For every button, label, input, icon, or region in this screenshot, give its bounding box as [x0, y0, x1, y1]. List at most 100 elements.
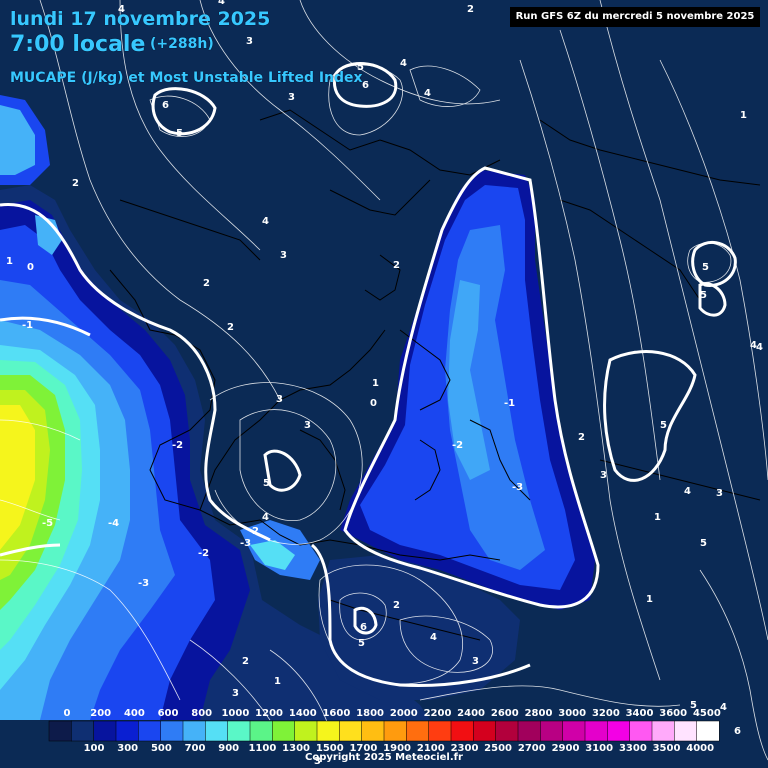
legend-swatch [361, 720, 385, 742]
legend-swatch [450, 720, 474, 742]
contour-label: 3 [314, 756, 321, 767]
contour-label: 1 [654, 512, 661, 523]
contour-label: 4 [262, 512, 269, 523]
legend-swatch [562, 720, 586, 742]
legend-swatch [93, 720, 117, 742]
legend-top-label: 2600 [491, 708, 519, 719]
legend-swatches [48, 720, 720, 742]
legend-top-labels: 0 200 400 600 800 1000 1200 1400 1600 1800 2000 220… [64, 708, 721, 719]
contour-label: -2 [198, 548, 209, 559]
contour-label: 2 [203, 278, 210, 289]
contour-label: 6 [360, 622, 367, 633]
legend-top-label: 2800 [525, 708, 553, 719]
legend-swatch [71, 720, 95, 742]
forecast-date: lundi 17 novembre 2025 [10, 8, 271, 30]
contour-label: 3 [288, 92, 295, 103]
legend-swatch [182, 720, 206, 742]
legend-top-label: 2200 [424, 708, 452, 719]
contour-label: 2 [227, 322, 234, 333]
contour-label: 0 [27, 262, 34, 273]
contour-label: -5 [42, 518, 53, 529]
legend-bottom-label: 300 [117, 743, 138, 754]
legend-swatch [205, 720, 229, 742]
model-run-label: Run GFS 6Z du mercredi 5 novembre 2025 [510, 7, 760, 27]
legend-bottom-label: 2500 [484, 743, 512, 754]
contour-label: 3 [280, 250, 287, 261]
contour-label: -4 [108, 518, 119, 529]
contour-label: 1 [740, 110, 747, 121]
legend-swatch [316, 720, 340, 742]
contour-label: 4 [118, 4, 125, 15]
legend-swatch [383, 720, 407, 742]
legend-swatch [294, 720, 318, 742]
contour-label: 5 [700, 290, 707, 301]
legend-top-label: 2000 [390, 708, 418, 719]
contour-label: 0 [370, 398, 377, 409]
legend-bottom-label: 2900 [552, 743, 580, 754]
contour-label: -3 [512, 482, 523, 493]
contour-label: 5 [357, 62, 364, 73]
contour-label: -2 [452, 440, 463, 451]
contour-label: 5 [702, 262, 709, 273]
contour-label: 6 [162, 100, 169, 111]
legend-swatch [48, 720, 72, 742]
contour-label: 4 [424, 88, 431, 99]
contour-label: 2 [252, 526, 259, 537]
legend-top-label: 3200 [592, 708, 620, 719]
legend-top-label: 3600 [659, 708, 687, 719]
legend-swatch [339, 720, 363, 742]
contour-label: 5 [700, 538, 707, 549]
legend-bottom-label: 100 [84, 743, 105, 754]
contour-label: -1 [504, 398, 515, 409]
contour-label: 1 [646, 594, 653, 605]
legend-bottom-label: 2100 [417, 743, 445, 754]
legend-top-label: 2400 [457, 708, 485, 719]
contour-label: 2 [242, 656, 249, 667]
legend-swatch [607, 720, 631, 742]
contour-label: 2 [72, 178, 79, 189]
contour-label: 4 [430, 632, 437, 643]
legend-swatch [495, 720, 519, 742]
legend-swatch [428, 720, 452, 742]
contour-label: 6 [362, 80, 369, 91]
legend-top-label: 3400 [626, 708, 654, 719]
cape-field-atlantic [0, 95, 430, 720]
legend-top-label: 800 [191, 708, 212, 719]
contour-label: 1 [372, 378, 379, 389]
contour-label: 6 [734, 726, 741, 737]
contour-label: 4 [750, 340, 757, 351]
legend-top-label: 1800 [356, 708, 384, 719]
contour-label: 3 [472, 656, 479, 667]
legend-bottom-labels: 100 300 500 700 900 1100 1300 1500 1700 1900 2100 2… [84, 743, 715, 754]
legend-swatch [272, 720, 296, 742]
legend-bottom-label: 3500 [653, 743, 681, 754]
forecast-time: 7:00 locale [10, 32, 146, 57]
forecast-lead-time: (+288h) [150, 36, 214, 52]
legend-swatch [406, 720, 430, 742]
legend-bottom-label: 700 [185, 743, 206, 754]
contour-label: 1 [6, 256, 13, 267]
contour-label: 5 [690, 700, 697, 711]
parameter-title: MUCAPE (J/kg) et Most Unstable Lifted In… [10, 70, 363, 86]
contour-label: 4 [720, 702, 727, 713]
contour-label: 2 [467, 4, 474, 15]
legend-bottom-label: 1300 [282, 743, 310, 754]
zero-contours [0, 62, 737, 687]
legend-top-label: 600 [158, 708, 179, 719]
contour-label: 3 [600, 470, 607, 481]
legend-swatch [227, 720, 251, 742]
legend-bottom-label: 1700 [349, 743, 377, 754]
legend-swatch [651, 720, 675, 742]
contour-label: 4 [262, 216, 269, 227]
legend-bottom-label: 900 [218, 743, 239, 754]
legend-swatch [629, 720, 653, 742]
contour-label: -3 [138, 578, 149, 589]
legend-bottom-label: 3100 [585, 743, 613, 754]
contour-label: 3 [716, 488, 723, 499]
legend-bottom-label: 1100 [248, 743, 276, 754]
legend-swatch [249, 720, 273, 742]
cape-field-continent [240, 170, 595, 700]
contour-label: 3 [246, 36, 253, 47]
legend-swatch [517, 720, 541, 742]
